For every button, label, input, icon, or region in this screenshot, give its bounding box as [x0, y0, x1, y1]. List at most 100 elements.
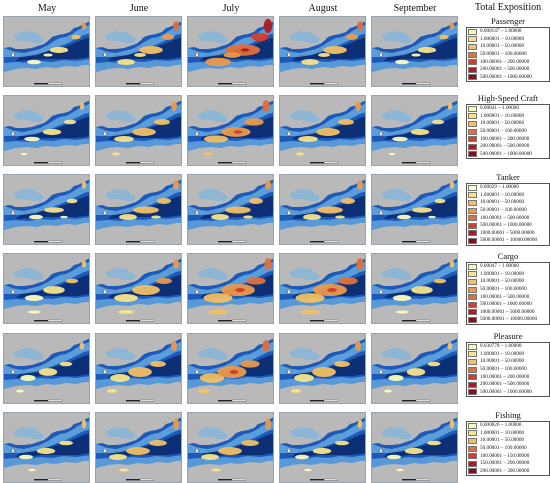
legend-swatch [468, 358, 477, 365]
scale-bar [310, 319, 339, 322]
legend-passenger: Passenger 0.000147 – 1.00000 1.000001 – 10… [466, 16, 550, 83]
scale-bar [126, 399, 155, 402]
legend-range-label: 10.00001 – 50.00000 [480, 437, 525, 444]
exposure-blob [203, 152, 213, 156]
legend-entry: 500.00001 – 1000.00000 [467, 222, 549, 230]
north-arrow-icon [194, 207, 200, 217]
exposure-blob [395, 59, 409, 65]
exposure-blob [59, 361, 73, 367]
legend-title: Cargo [497, 251, 519, 261]
legend-range-label: 100.00001 – 200.00000 [480, 135, 530, 142]
legend-entry: 500.00001 – 1000.00000 [467, 389, 549, 397]
legend-range-label: 1.000001 – 10.00000 [480, 191, 525, 198]
scale-bar [218, 319, 247, 322]
legend-entry: 200.00001 – 500.00000 [467, 381, 549, 389]
legend-entry: 1.000001 – 10.00000 [467, 36, 549, 44]
scale-bar [402, 240, 431, 243]
map-panel-fishing-may [3, 412, 90, 483]
exposure-blob [240, 360, 260, 368]
scale-bar [218, 82, 247, 85]
exposure-layer [387, 419, 455, 472]
legend-swatch [468, 389, 477, 396]
exposure-blob [24, 294, 44, 302]
exposure-blob [173, 180, 179, 190]
map-panel-passenger-may [3, 16, 90, 87]
exposure-blob [225, 206, 251, 214]
legend-entry: 10.00001 – 50.00000 [467, 358, 549, 366]
exposure-blob [59, 440, 73, 446]
exposure-blob [117, 59, 135, 65]
map-panel-high-speed-craft-september [371, 95, 458, 166]
exposure-blob [197, 388, 211, 394]
exposure-layer [20, 102, 85, 156]
legend-range-label: 200.00001 – 500.00000 [480, 66, 530, 73]
map-panel-passenger-july [187, 16, 274, 87]
exposure-blob [404, 447, 424, 455]
legend-swatch [468, 113, 477, 120]
legend-swatch [468, 445, 477, 452]
north-arrow-icon [378, 366, 384, 376]
legend-entry: 500.00001 – 1000.00000 [467, 151, 549, 159]
exposure-blob [134, 53, 146, 57]
map-panel-passenger-august [279, 16, 366, 87]
exposure-blob [296, 152, 304, 156]
exposure-blob [203, 293, 233, 303]
north-arrow-icon [102, 366, 108, 376]
scale-bar [402, 399, 431, 402]
north-arrow-icon [378, 286, 384, 296]
exposure-hotspot [233, 130, 243, 134]
legend-range-label: 1.000001 – 10.00000 [480, 350, 525, 357]
legend-entry: 200.00001 – 500.00000 [467, 143, 549, 151]
map-panel-tanker-august [279, 174, 366, 245]
legend-entry: 0.030778 – 1.00000 [467, 343, 549, 351]
legend-entry: 1.000001 – 10.00000 [467, 430, 549, 438]
legend-swatch [468, 136, 477, 143]
exposure-layer [109, 418, 179, 472]
exposure-layer [296, 101, 361, 156]
north-arrow-icon [10, 128, 16, 138]
exposure-blob [431, 119, 445, 125]
exposure-blob [304, 468, 312, 472]
legend-entry: 50.00001 – 100.00000 [467, 286, 549, 294]
exposure-blob [388, 152, 396, 156]
exposure-blob [29, 214, 43, 220]
legend-swatch [468, 59, 477, 66]
exposure-blob [357, 21, 363, 31]
exposure-blob [171, 341, 177, 351]
legend-entry: 500.00001 – 1000.00000 [467, 301, 549, 309]
exposure-blob [396, 468, 404, 472]
legend-entry: 100.00001 – 500.00000 [467, 214, 549, 222]
north-arrow-icon [10, 49, 16, 59]
map-panel-high-speed-craft-august [279, 95, 366, 166]
exposure-blob [447, 342, 453, 350]
exposure-hotspot [327, 288, 337, 292]
exposure-blob [249, 198, 263, 204]
exposure-layer [29, 181, 87, 220]
exposure-layer [203, 99, 270, 156]
legend-box: 0.00041 – 1.00000 1.000001 – 10.00000 10.0… [466, 104, 550, 160]
legend-title: Pleasure [493, 331, 523, 341]
map-panel-tanker-may [3, 174, 90, 245]
legend-entry: 1.000001 – 10.00000 [467, 271, 549, 279]
exposure-blob [20, 374, 36, 382]
legend-swatch [468, 143, 477, 150]
legend-high-speed-craft: High-Speed Craft 0.00041 – 1.00000 1.00000… [466, 93, 550, 160]
exposure-blob [119, 214, 137, 220]
legend-swatch [468, 74, 477, 81]
legend-range-label: 500.00001 – 1000.00000 [480, 73, 532, 80]
exposure-layer [107, 341, 177, 393]
exposure-blob [205, 57, 231, 67]
legend-box: 0.000826 – 1.00000 1.000001 – 10.00000 10.… [466, 421, 550, 477]
legend-swatch [468, 422, 477, 429]
exposure-blob [203, 135, 229, 143]
exposure-blob [428, 215, 436, 219]
north-arrow-icon [10, 366, 16, 376]
exposure-blob [251, 32, 269, 42]
exposure-blob [323, 46, 347, 54]
month-header-may: May [37, 3, 57, 14]
exposure-blob [433, 278, 447, 284]
exposure-blob [300, 309, 320, 315]
map-panel-high-speed-craft-july [187, 95, 274, 166]
map-panel-cargo-july [187, 253, 274, 324]
legend-swatch [468, 381, 477, 388]
